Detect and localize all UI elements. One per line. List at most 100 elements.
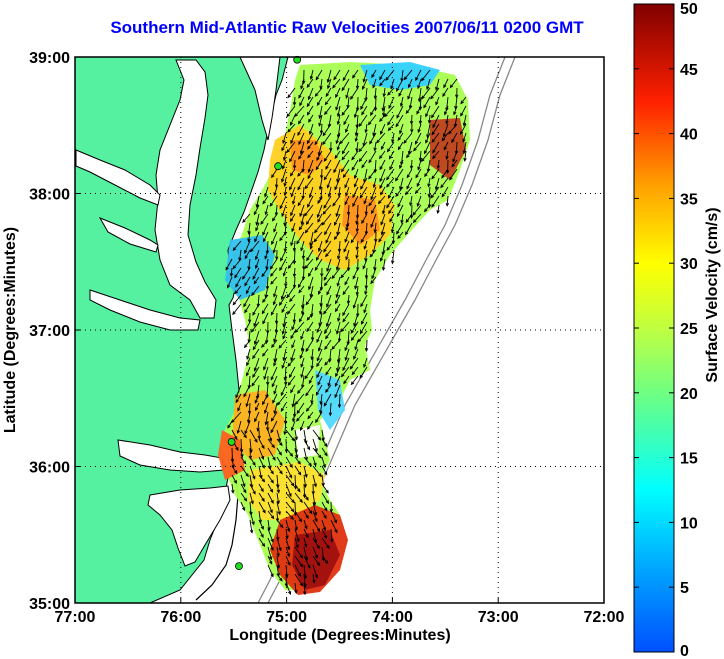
velocity-arrow-head — [249, 248, 254, 253]
velocity-arrow — [405, 213, 413, 223]
velocity-arrow — [321, 510, 327, 519]
velocity-arrow — [441, 186, 449, 197]
velocity-arrow-head — [273, 362, 277, 367]
velocity-arrow-head — [307, 564, 311, 569]
velocity-arrow-head — [300, 247, 304, 252]
velocity-arrow-head — [270, 311, 275, 316]
velocity-arrow-head — [235, 394, 239, 399]
velocity-arrow — [293, 96, 296, 106]
velocity-arrow — [271, 411, 278, 422]
velocity-arrow-head — [357, 338, 362, 343]
velocity-arrow — [324, 321, 332, 334]
velocity-arrow-head — [229, 273, 234, 278]
velocity-arrow — [308, 276, 314, 290]
velocity-arrow — [297, 123, 305, 136]
velocity-arrow-head — [344, 356, 348, 361]
velocity-arrow-head — [299, 554, 303, 559]
velocity-arrow-head — [363, 363, 367, 369]
velocity-arrow — [318, 285, 323, 295]
velocity-arrow — [282, 132, 287, 144]
velocity-arrow — [294, 546, 303, 559]
velocity-arrow-head — [305, 301, 310, 306]
velocity-arrow-head — [334, 529, 338, 534]
velocity-arrow-head — [261, 478, 266, 483]
velocity-arrow — [267, 528, 274, 543]
velocity-arrow — [254, 393, 260, 404]
velocity-arrow — [317, 195, 323, 204]
velocity-arrow — [249, 474, 253, 488]
velocity-arrow-head — [255, 203, 259, 209]
velocity-arrow — [406, 150, 413, 158]
velocity-arrow — [290, 231, 296, 246]
velocity-arrow-head — [244, 309, 248, 314]
velocity-arrow — [252, 267, 260, 280]
velocity-arrow — [324, 150, 332, 162]
velocity-arrow-head — [397, 137, 402, 142]
velocity-arrow — [424, 141, 431, 154]
velocity-arrow — [365, 339, 368, 351]
velocity-arrow — [426, 78, 431, 90]
velocity-arrow — [325, 159, 332, 170]
velocity-arrow-head — [379, 82, 383, 87]
velocity-arrow-head — [315, 391, 320, 396]
velocity-arrow — [317, 375, 323, 385]
velocity-arrow — [335, 366, 341, 377]
velocity-arrow-head — [290, 357, 294, 362]
velocity-arrow-head — [254, 265, 259, 270]
velocity-arrow — [300, 78, 305, 89]
velocity-arrow — [357, 330, 368, 342]
velocity-arrow — [244, 240, 251, 254]
velocity-arrow — [427, 159, 431, 172]
velocity-arrow — [249, 519, 253, 533]
velocity-arrow — [276, 537, 282, 551]
velocity-arrow-head — [355, 291, 359, 297]
velocity-arrow — [293, 159, 296, 169]
velocity-arrow — [333, 69, 341, 80]
velocity-arrow-head — [354, 132, 359, 137]
velocity-arrow — [282, 321, 287, 334]
velocity-arrow-head — [324, 452, 328, 457]
velocity-arrow — [312, 555, 321, 566]
velocity-arrow-head — [277, 511, 281, 516]
velocity-arrow — [258, 519, 264, 530]
velocity-arrow — [352, 195, 359, 207]
velocity-arrow-head — [252, 490, 256, 495]
velocity-arrow — [401, 69, 404, 82]
velocity-arrow-head — [244, 250, 248, 255]
velocity-arrow — [281, 168, 287, 182]
velocity-arrow — [365, 222, 368, 235]
velocity-arrow-head — [414, 140, 419, 145]
velocity-arrow — [235, 384, 242, 398]
velocity-arrow-head — [287, 381, 292, 386]
velocity-arrow-head — [264, 193, 268, 198]
velocity-arrow-head — [317, 347, 322, 352]
velocity-arrow-head — [270, 470, 274, 475]
velocity-arrow-head — [308, 462, 312, 467]
velocity-arrow — [316, 249, 323, 261]
velocity-arrow-head — [427, 120, 432, 125]
velocity-arrow — [303, 528, 309, 538]
velocity-arrow — [285, 510, 294, 520]
velocity-arrow-head — [323, 310, 327, 315]
velocity-arrow-head — [294, 436, 298, 441]
velocity-arrow-head — [340, 373, 345, 378]
velocity-arrow — [341, 366, 350, 377]
velocity-arrow — [291, 222, 296, 232]
velocity-arrow — [291, 321, 296, 330]
velocity-arrow — [370, 186, 377, 200]
velocity-arrow-head — [396, 114, 400, 119]
velocity-arrow-head — [288, 374, 293, 379]
velocity-arrow — [351, 375, 359, 385]
velocity-arrow — [425, 132, 431, 143]
velocity-arrow — [304, 258, 314, 269]
velocity-arrow — [287, 123, 296, 133]
velocity-arrow-head — [276, 553, 280, 558]
velocity-arrow — [250, 240, 260, 252]
velocity-arrow-head — [262, 320, 266, 325]
velocity-arrow — [437, 159, 440, 169]
velocity-arrow-head — [354, 346, 358, 351]
velocity-arrow-head — [360, 303, 364, 308]
velocity-arrow-head — [322, 141, 326, 146]
velocity-arrow-head — [282, 335, 286, 340]
velocity-arrow — [298, 114, 305, 124]
